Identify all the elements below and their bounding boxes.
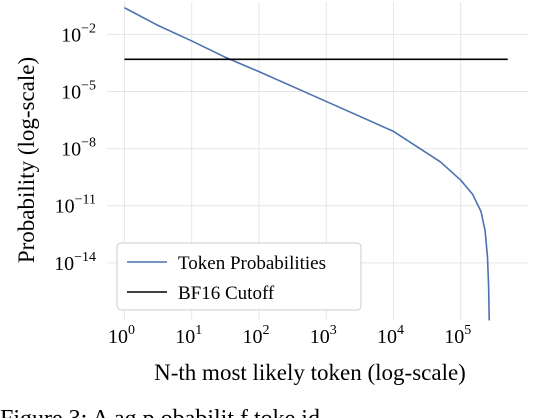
legend-label-bf16-cutoff: BF16 Cutoff <box>178 283 275 304</box>
legend: Token Probabilities BF16 Cutoff <box>116 242 362 311</box>
y-tick-label: 10−5 <box>61 78 96 103</box>
x-tick-label: 101 <box>175 323 202 348</box>
x-tick-label: 105 <box>444 323 471 348</box>
x-axis-title: N-th most likely token (log-scale) <box>154 360 466 385</box>
series-layer <box>124 7 508 321</box>
y-tick-label: 10−14 <box>54 250 96 275</box>
x-tick-label: 103 <box>310 323 337 348</box>
legend-label-token-probabilities: Token Probabilities <box>178 253 326 274</box>
y-tick-label: 10−11 <box>55 193 96 218</box>
clipped-caption: Figure 3: A ag p obabilit f toke id <box>0 406 320 418</box>
x-tick-label: 104 <box>377 323 404 348</box>
x-tick-label: 102 <box>242 323 269 348</box>
legend-box <box>116 242 362 311</box>
x-tick-labels: 100 101 102 103 104 105 <box>108 323 471 348</box>
y-axis-title: Probability (log-scale) <box>14 57 39 263</box>
y-tick-label: 10−8 <box>61 136 96 161</box>
y-tick-label: 10−2 <box>61 21 96 46</box>
series-line-token-probabilities <box>124 7 491 321</box>
y-tick-labels: 10−2 10−5 10−8 10−11 10−14 <box>54 21 96 275</box>
x-tick-label: 100 <box>108 323 135 348</box>
